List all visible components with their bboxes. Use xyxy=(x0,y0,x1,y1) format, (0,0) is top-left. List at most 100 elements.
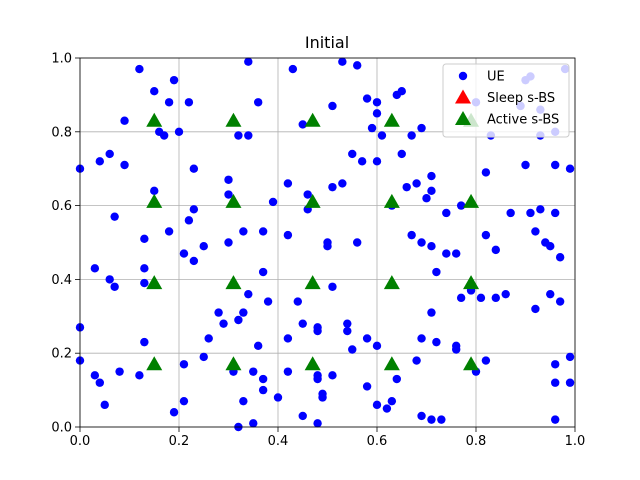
data-point xyxy=(313,326,322,336)
data-point xyxy=(189,164,199,173)
data-point xyxy=(258,267,268,277)
data-point xyxy=(150,87,159,96)
data-point xyxy=(481,230,491,240)
data-point xyxy=(254,341,263,351)
data-point xyxy=(179,360,189,369)
data-point xyxy=(273,393,283,402)
data-point xyxy=(140,234,149,244)
data-point xyxy=(343,319,352,328)
data-point xyxy=(456,201,466,210)
data-point xyxy=(303,190,312,199)
data-point xyxy=(293,297,302,306)
data-point xyxy=(268,197,278,207)
data-point xyxy=(383,193,400,208)
data-point xyxy=(120,160,129,170)
data-point xyxy=(90,371,100,380)
x-tick-label: 0.4 xyxy=(268,434,289,449)
data-point xyxy=(214,308,223,317)
data-point xyxy=(239,227,248,236)
data-point xyxy=(463,275,480,290)
data-point xyxy=(140,278,149,288)
data-point xyxy=(304,275,321,290)
data-point xyxy=(367,123,377,133)
data-point xyxy=(90,264,100,273)
data-point xyxy=(362,382,372,391)
data-point xyxy=(491,245,500,255)
data-point xyxy=(313,419,322,428)
data-point xyxy=(225,275,242,290)
data-point xyxy=(224,190,233,199)
data-point xyxy=(140,264,149,273)
data-point xyxy=(501,289,510,299)
data-point xyxy=(313,371,322,380)
data-point xyxy=(298,120,307,129)
data-point xyxy=(432,267,441,277)
chart-title: Initial xyxy=(305,33,349,52)
data-point xyxy=(377,131,387,140)
data-point xyxy=(348,149,357,159)
data-point xyxy=(105,149,114,159)
data-point xyxy=(249,367,258,376)
data-point xyxy=(372,157,382,166)
data-point xyxy=(555,297,565,306)
data-point xyxy=(328,182,337,192)
data-point xyxy=(298,319,307,328)
data-point xyxy=(463,356,480,371)
data-point xyxy=(140,337,149,347)
data-point xyxy=(383,275,400,290)
data-point xyxy=(164,98,174,107)
data-point xyxy=(159,131,169,140)
data-point xyxy=(298,411,307,421)
data-point xyxy=(383,112,400,127)
data-point xyxy=(442,249,451,258)
data-point xyxy=(546,289,555,299)
data-point xyxy=(372,109,382,118)
data-point xyxy=(283,367,293,376)
data-point xyxy=(304,193,321,208)
data-point xyxy=(452,345,461,354)
data-point xyxy=(551,415,560,424)
data-point xyxy=(283,334,293,343)
data-point xyxy=(204,334,213,343)
data-point xyxy=(244,289,253,299)
x-tick-label: 0.6 xyxy=(367,434,388,449)
data-point xyxy=(224,175,233,184)
data-point xyxy=(199,241,208,251)
data-point xyxy=(263,297,273,306)
data-point xyxy=(506,208,515,218)
data-point xyxy=(362,334,372,343)
data-point xyxy=(546,241,555,251)
data-point xyxy=(432,337,441,347)
legend-frame xyxy=(442,63,570,138)
data-point xyxy=(555,253,565,262)
data-point xyxy=(565,352,575,362)
data-point xyxy=(146,193,163,208)
data-point xyxy=(353,238,362,247)
data-point xyxy=(372,98,382,107)
data-point xyxy=(402,182,411,192)
data-point xyxy=(189,205,199,214)
data-point xyxy=(417,334,426,343)
legend-label: UE xyxy=(487,70,505,85)
data-point xyxy=(150,186,159,196)
data-point xyxy=(463,193,480,208)
data-point xyxy=(219,319,228,328)
data-point xyxy=(179,396,189,406)
data-point xyxy=(249,419,258,428)
legend-marker xyxy=(455,89,471,104)
data-point xyxy=(318,393,327,402)
data-point xyxy=(397,149,406,159)
data-point xyxy=(115,367,124,376)
data-point xyxy=(174,127,184,136)
data-point xyxy=(427,186,436,196)
legend-marker xyxy=(455,111,471,125)
x-tick-label: 0.0 xyxy=(70,434,91,449)
x-tick-label: 0.8 xyxy=(466,434,487,449)
data-point xyxy=(179,249,189,258)
y-tick-label: 0.0 xyxy=(51,421,72,436)
data-point xyxy=(442,208,451,218)
data-point xyxy=(169,75,179,85)
data-point xyxy=(526,208,535,218)
data-point xyxy=(254,98,263,107)
data-point xyxy=(417,411,426,421)
